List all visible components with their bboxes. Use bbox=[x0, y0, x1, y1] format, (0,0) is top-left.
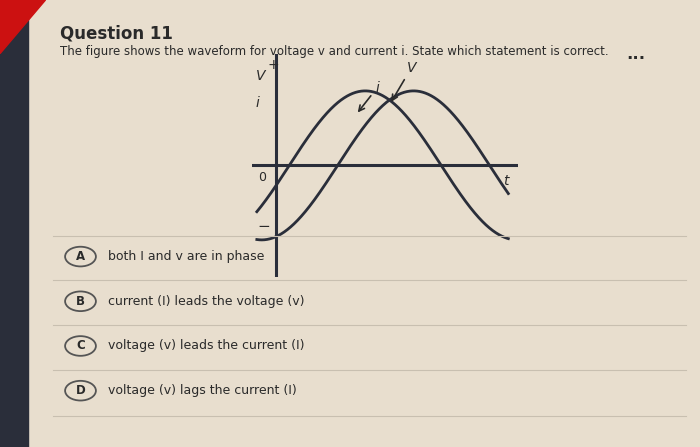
Text: voltage (v) leads the current (I): voltage (v) leads the current (I) bbox=[108, 339, 305, 353]
Text: V: V bbox=[256, 69, 265, 84]
Text: Question 11: Question 11 bbox=[60, 25, 172, 42]
Text: current (I) leads the voltage (v): current (I) leads the voltage (v) bbox=[108, 295, 305, 308]
Text: C: C bbox=[76, 339, 85, 353]
Text: B: B bbox=[76, 295, 85, 308]
Text: −: − bbox=[258, 219, 271, 234]
Text: V: V bbox=[392, 60, 416, 100]
Text: i: i bbox=[359, 80, 379, 111]
Text: both I and v are in phase: both I and v are in phase bbox=[108, 250, 265, 263]
Text: D: D bbox=[76, 384, 85, 397]
Text: A: A bbox=[76, 250, 85, 263]
Text: The figure shows the waveform for voltage v and current i. State which statement: The figure shows the waveform for voltag… bbox=[60, 45, 608, 58]
Text: ...: ... bbox=[626, 45, 645, 63]
Text: t: t bbox=[503, 174, 509, 188]
Text: 0: 0 bbox=[258, 171, 266, 184]
Text: i: i bbox=[256, 96, 260, 110]
Text: +: + bbox=[267, 58, 279, 72]
Text: voltage (v) lags the current (I): voltage (v) lags the current (I) bbox=[108, 384, 298, 397]
